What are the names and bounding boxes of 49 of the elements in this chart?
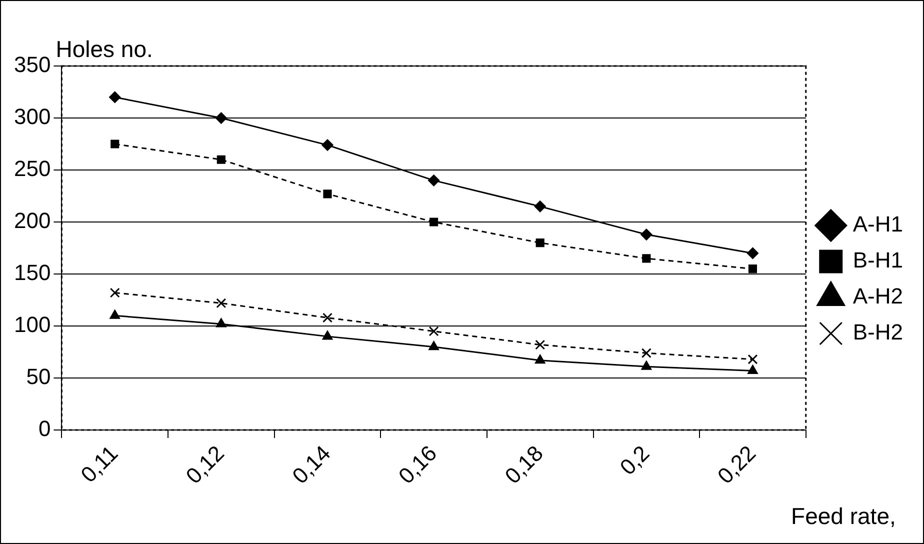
point [323,190,332,198]
point [748,365,758,374]
point [535,340,546,350]
point [535,354,546,364]
x-tick-label: 0,2 [614,440,654,480]
point [109,91,121,103]
point [110,288,120,298]
legend-label: B-H1 [852,248,903,273]
point [110,310,120,319]
point [534,200,546,212]
y-tick-label: 0 [38,416,51,442]
point [322,139,334,151]
point [748,264,758,274]
point [428,174,440,186]
point [640,228,652,240]
y-tick-label: 100 [14,312,51,338]
legend-label: A-H2 [852,284,903,309]
x-tick-label: 0,14 [287,440,336,488]
y-tick-label: 300 [14,104,51,130]
point [430,218,438,226]
x-tick-label: 0,16 [394,440,442,488]
y-tick-label: 250 [14,156,51,182]
x-tick-label: 0,11 [76,440,123,488]
y-tick-label: 350 [14,52,51,78]
legend-label: B-H2 [852,320,903,345]
x-tick-label: 0,18 [500,440,548,488]
y-tick-label: 200 [14,208,51,234]
point [641,360,652,370]
point [642,254,651,263]
point [216,298,226,308]
x-axis-title: Feed rate, [791,502,896,529]
point [322,330,333,340]
y-tick-label: 150 [14,260,51,286]
point [428,326,439,336]
y-axis-title: Holes no. [56,36,153,62]
point [641,348,652,358]
point [746,247,758,259]
x-tick-label: 0,12 [181,440,229,488]
point [748,354,758,364]
point [215,112,227,124]
point [216,155,226,164]
point [428,341,439,350]
x-tick-label: 0,22 [712,440,761,488]
point [536,238,544,248]
y-tick-label: 50 [26,364,51,390]
legend-label: A-H1 [852,212,903,237]
point [110,140,120,148]
point [216,318,226,328]
point [322,312,332,323]
